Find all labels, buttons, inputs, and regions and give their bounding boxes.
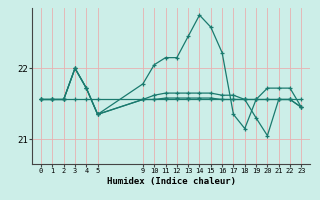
X-axis label: Humidex (Indice chaleur): Humidex (Indice chaleur) [107, 177, 236, 186]
